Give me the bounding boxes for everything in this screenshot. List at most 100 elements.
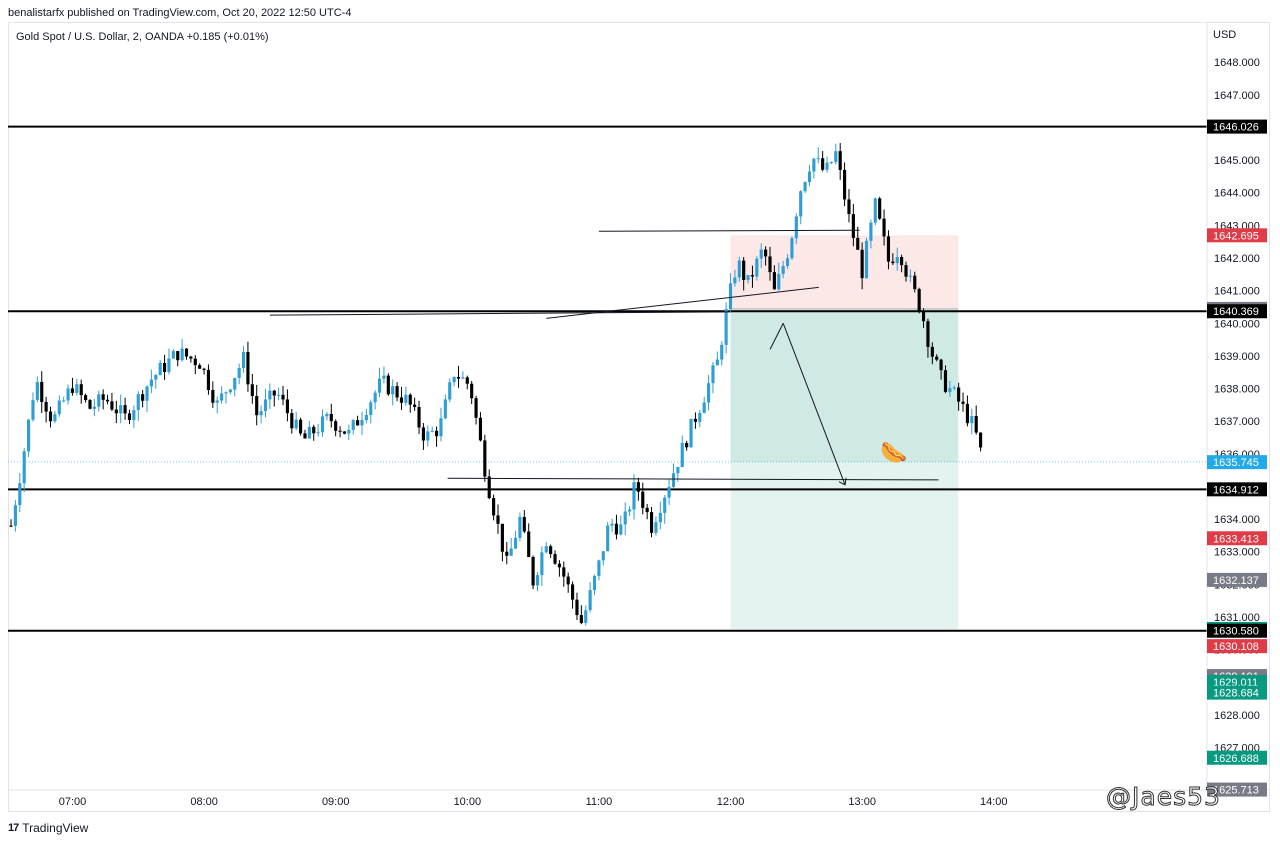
candle-body xyxy=(527,531,531,557)
candle-body xyxy=(658,512,662,523)
symbol-legend: Gold Spot / U.S. Dollar, 2, OANDA +0.185… xyxy=(16,31,269,43)
candle-body xyxy=(369,402,373,415)
candle-body xyxy=(373,392,377,403)
price-label-bg xyxy=(1207,685,1267,700)
candle-body xyxy=(930,346,934,357)
candle-body xyxy=(913,275,917,290)
candle-body xyxy=(391,386,395,395)
candle-body xyxy=(746,275,750,280)
candle-body xyxy=(75,384,79,393)
candle-body xyxy=(119,405,123,414)
price-tick-label: 1645.000 xyxy=(1214,155,1260,167)
candle-body xyxy=(601,551,605,561)
price-label-bg xyxy=(1207,639,1267,654)
price-labels: 1646.0261642.6951640.4411640.3691635.745… xyxy=(1207,119,1267,797)
price-tick-label: 1647.000 xyxy=(1214,90,1260,102)
price-label-text: 1625.713 xyxy=(1213,785,1259,797)
price-label-text: 1632.137 xyxy=(1213,575,1259,587)
candle-body xyxy=(342,431,347,434)
price-label: 1642.695 xyxy=(1207,228,1267,243)
candle-body xyxy=(570,584,575,600)
candle-body xyxy=(184,348,189,357)
candle-body xyxy=(110,401,114,410)
candle-body xyxy=(101,394,105,400)
price-label: 1628.684 xyxy=(1207,685,1267,700)
candle-body xyxy=(452,376,456,383)
candle-body xyxy=(856,237,860,250)
price-tick-label: 1631.000 xyxy=(1214,612,1260,624)
candle-body xyxy=(9,525,13,527)
candle-body xyxy=(421,427,425,441)
candle-body xyxy=(364,414,368,421)
candle-body xyxy=(834,151,838,163)
candle-body xyxy=(277,394,281,396)
candle-body xyxy=(979,432,983,448)
candle-body xyxy=(513,537,518,549)
candle-body xyxy=(891,261,895,264)
candle-body xyxy=(62,400,66,402)
trendline xyxy=(269,311,731,316)
candle-body xyxy=(628,509,632,512)
candle-body xyxy=(347,429,351,434)
position-zones xyxy=(8,235,1207,629)
candle-body xyxy=(790,238,794,259)
candle-body xyxy=(189,356,193,359)
candle-body xyxy=(141,394,145,401)
candle-body xyxy=(781,266,785,274)
candle-body xyxy=(935,356,939,360)
chart-frame[interactable] xyxy=(8,22,1270,812)
candle-body xyxy=(908,275,912,277)
candle-body xyxy=(693,418,697,422)
price-label-bg xyxy=(1207,572,1267,587)
candle-body xyxy=(167,358,171,372)
candle-body xyxy=(399,397,404,403)
candle-body xyxy=(338,430,342,432)
candle-body xyxy=(948,388,952,392)
price-label-bg xyxy=(1207,782,1267,797)
price-label-text: 1633.413 xyxy=(1213,533,1259,545)
price-label-text: 1642.695 xyxy=(1213,230,1259,242)
candle-body xyxy=(206,369,211,391)
horizontal-levels xyxy=(8,125,1207,632)
candle-body xyxy=(250,384,254,397)
candle-body xyxy=(724,309,728,345)
price-label: 1640.369 xyxy=(1207,304,1267,319)
candle-body xyxy=(329,413,333,422)
candle-body xyxy=(847,199,851,215)
candle-body xyxy=(246,351,250,385)
candle-body xyxy=(487,476,491,499)
price-label: 1633.413 xyxy=(1207,531,1267,546)
publisher-line: benalistarfx published on TradingView.co… xyxy=(8,7,352,19)
candle-body xyxy=(382,375,386,379)
price-label-text: 1626.688 xyxy=(1213,753,1259,765)
candle-body xyxy=(145,386,149,401)
footer-brand[interactable]: TradingView xyxy=(22,821,89,835)
candle-body xyxy=(759,249,763,259)
time-tick-label: 14:00 xyxy=(980,796,1008,808)
candle-body xyxy=(259,411,263,416)
candle-body xyxy=(136,394,140,411)
price-tick-label: 1640.000 xyxy=(1214,318,1260,330)
candle-body xyxy=(614,523,619,535)
candle-body xyxy=(961,401,965,404)
candle-body xyxy=(803,182,807,192)
candle-body xyxy=(162,362,167,372)
hotdog-emoji-icon: 🌭 xyxy=(880,440,907,465)
candle-body xyxy=(478,417,483,441)
candle-body xyxy=(562,567,566,577)
price-label-bg xyxy=(1207,531,1267,546)
candle-body xyxy=(211,390,215,403)
price-label-bg xyxy=(1207,455,1267,470)
candle-body xyxy=(22,451,26,484)
candle-body xyxy=(88,400,92,409)
candle-body xyxy=(900,257,904,266)
candle-body xyxy=(869,222,873,241)
candle-body xyxy=(465,377,469,384)
candle-body xyxy=(619,524,623,535)
price-label-text: 1640.369 xyxy=(1213,306,1259,318)
candle-body xyxy=(632,482,636,510)
candle-body xyxy=(325,413,329,417)
candle-body xyxy=(843,169,847,200)
candle-body xyxy=(952,387,956,389)
